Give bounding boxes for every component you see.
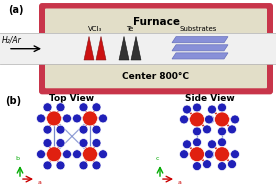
Circle shape bbox=[192, 127, 201, 136]
Circle shape bbox=[99, 150, 107, 159]
Circle shape bbox=[56, 125, 65, 134]
Text: Furnace: Furnace bbox=[132, 17, 179, 27]
Circle shape bbox=[205, 150, 214, 159]
Polygon shape bbox=[172, 45, 228, 51]
Circle shape bbox=[217, 127, 227, 136]
Circle shape bbox=[56, 103, 65, 112]
Circle shape bbox=[36, 114, 46, 123]
Text: Te: Te bbox=[126, 26, 134, 32]
Bar bbox=[0, 33, 276, 64]
Circle shape bbox=[182, 140, 192, 149]
Circle shape bbox=[43, 125, 52, 134]
Circle shape bbox=[205, 115, 214, 124]
Text: (b): (b) bbox=[5, 96, 21, 106]
Circle shape bbox=[227, 125, 237, 134]
Polygon shape bbox=[131, 36, 141, 60]
Circle shape bbox=[206, 150, 214, 159]
Polygon shape bbox=[119, 36, 129, 60]
Circle shape bbox=[79, 125, 88, 134]
Circle shape bbox=[62, 150, 71, 159]
Polygon shape bbox=[172, 53, 228, 59]
Circle shape bbox=[92, 125, 101, 134]
Circle shape bbox=[230, 150, 240, 159]
Text: b: b bbox=[15, 156, 19, 161]
Circle shape bbox=[182, 105, 192, 114]
Circle shape bbox=[56, 161, 65, 170]
Circle shape bbox=[179, 150, 189, 159]
Circle shape bbox=[46, 147, 62, 162]
Circle shape bbox=[230, 115, 240, 124]
Circle shape bbox=[192, 162, 201, 171]
Circle shape bbox=[92, 139, 101, 147]
Circle shape bbox=[203, 125, 211, 134]
Polygon shape bbox=[172, 37, 228, 43]
Text: Center 800°C: Center 800°C bbox=[123, 72, 190, 81]
Circle shape bbox=[192, 138, 201, 147]
Circle shape bbox=[46, 111, 62, 126]
Circle shape bbox=[83, 147, 97, 162]
Text: a: a bbox=[38, 180, 42, 185]
Circle shape bbox=[217, 138, 227, 147]
FancyBboxPatch shape bbox=[45, 9, 267, 48]
Text: a: a bbox=[178, 180, 182, 185]
Circle shape bbox=[83, 111, 97, 126]
FancyBboxPatch shape bbox=[45, 64, 267, 88]
Circle shape bbox=[43, 103, 52, 112]
Circle shape bbox=[73, 150, 81, 159]
Circle shape bbox=[214, 147, 230, 162]
Polygon shape bbox=[96, 36, 106, 60]
Circle shape bbox=[227, 160, 237, 169]
Circle shape bbox=[217, 162, 227, 171]
Circle shape bbox=[179, 115, 189, 124]
Circle shape bbox=[190, 112, 205, 127]
Circle shape bbox=[208, 140, 216, 149]
Text: c: c bbox=[155, 156, 159, 161]
Polygon shape bbox=[84, 36, 94, 60]
Circle shape bbox=[214, 112, 230, 127]
Text: Substrates: Substrates bbox=[179, 26, 217, 32]
Text: H₂/Ar: H₂/Ar bbox=[2, 36, 22, 45]
FancyBboxPatch shape bbox=[39, 3, 273, 94]
Text: Side View: Side View bbox=[185, 94, 235, 103]
Circle shape bbox=[62, 114, 71, 123]
Circle shape bbox=[217, 103, 227, 112]
Circle shape bbox=[92, 103, 101, 112]
Circle shape bbox=[56, 139, 65, 147]
Circle shape bbox=[43, 139, 52, 147]
Circle shape bbox=[206, 115, 214, 124]
Circle shape bbox=[43, 161, 52, 170]
Circle shape bbox=[79, 139, 88, 147]
Circle shape bbox=[92, 161, 101, 170]
Text: VCl₃: VCl₃ bbox=[88, 26, 102, 32]
Circle shape bbox=[190, 147, 205, 162]
Circle shape bbox=[99, 114, 107, 123]
Circle shape bbox=[79, 103, 88, 112]
Text: Top View: Top View bbox=[49, 94, 95, 103]
Circle shape bbox=[203, 160, 211, 169]
Circle shape bbox=[73, 114, 81, 123]
Circle shape bbox=[192, 103, 201, 112]
Text: (a): (a) bbox=[8, 5, 23, 15]
Circle shape bbox=[208, 105, 216, 114]
Circle shape bbox=[36, 150, 46, 159]
Circle shape bbox=[79, 161, 88, 170]
